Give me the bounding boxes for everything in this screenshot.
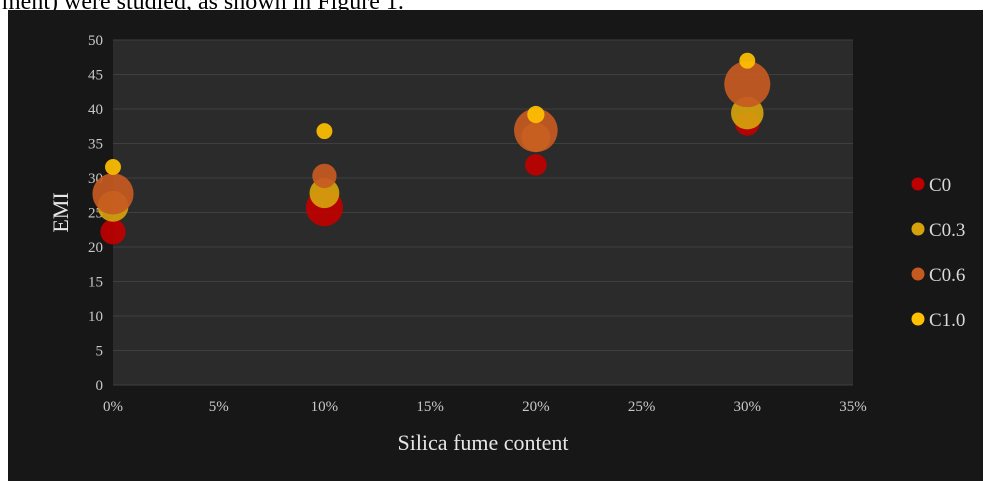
x-tick-label: 0%: [103, 399, 123, 415]
bubble-series: [92, 52, 771, 245]
y-axis-title: EMI: [48, 192, 73, 232]
bubble-c1-0: [316, 123, 333, 140]
x-axis-ticks: 0% 5% 10% 15% 20% 25% 30% 35%: [103, 399, 867, 415]
x-tick-label: 35%: [839, 399, 867, 415]
legend-label: C0.3: [929, 220, 965, 241]
legend-label: C1.0: [929, 310, 965, 331]
bubble-c0-6: [724, 61, 771, 108]
x-tick-label: 25%: [628, 399, 656, 415]
bubble-c0: [525, 154, 547, 176]
x-tick-label: 5%: [209, 399, 229, 415]
bubble-c0-6: [312, 163, 337, 189]
gridlines: [113, 39, 853, 386]
x-tick-label: 20%: [522, 399, 550, 415]
bubble-c0-6: [92, 173, 134, 215]
bubble-c1-0: [527, 105, 545, 124]
y-tick-label: 20: [88, 240, 103, 256]
legend-marker: [911, 222, 925, 236]
legend-label: C0: [929, 175, 951, 196]
y-tick-label: 0: [96, 378, 104, 394]
x-tick-label: 15%: [416, 399, 444, 415]
bubble-c0-3: [309, 178, 340, 209]
bubble-c1-0: [105, 158, 121, 175]
y-tick-label: 40: [88, 102, 103, 118]
x-tick-label: 10%: [311, 399, 339, 415]
x-axis-title: Silica fume content: [397, 430, 568, 455]
y-tick-label: 10: [88, 309, 103, 325]
bubble-c1-0: [739, 52, 756, 69]
bubble-c0-6: [514, 108, 558, 153]
chart-frame: 0 5 10 15 20 25 30 35 40 45 50 0% 5% 10% 15% 20% 25% 30%…: [8, 10, 983, 481]
legend-marker: [911, 177, 925, 191]
legend-label: C0.6: [929, 265, 965, 286]
x-tick-label: 30%: [734, 399, 762, 415]
bubble-c0: [100, 219, 126, 245]
y-tick-label: 15: [88, 275, 103, 291]
y-tick-label: 45: [88, 68, 103, 84]
y-tick-label: 35: [88, 137, 103, 153]
legend-marker: [911, 312, 925, 326]
y-tick-label: 50: [88, 33, 103, 49]
legend: C0 C0.3 C0.6 C1.0: [911, 175, 965, 331]
y-tick-label: 5: [96, 344, 104, 360]
legend-marker: [911, 267, 925, 281]
